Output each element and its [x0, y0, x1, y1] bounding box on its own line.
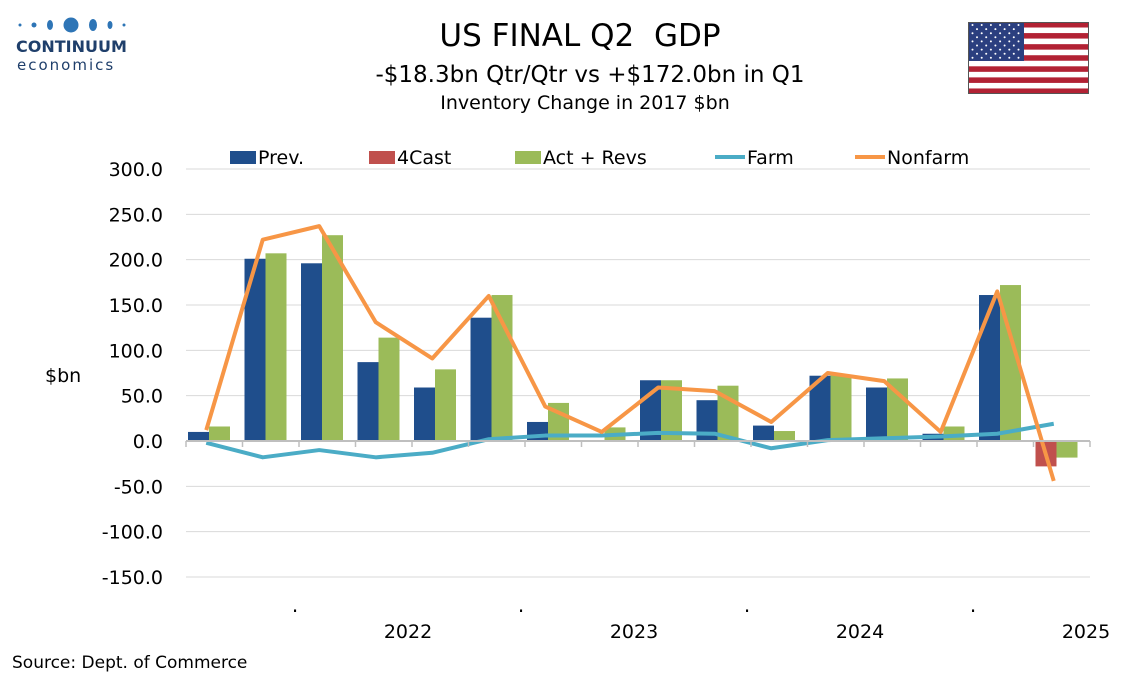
- legend-label: Farm: [747, 147, 794, 169]
- us-flag-icon: [968, 22, 1089, 94]
- y-tick-label: 300.0: [109, 159, 163, 181]
- bar-act-revs: [378, 337, 400, 441]
- x-tick-label: 2023: [610, 621, 658, 643]
- bar-prev: [753, 425, 774, 441]
- bar-act-revs: [830, 374, 852, 441]
- bar-prev: [357, 362, 379, 441]
- bar-prev: [979, 295, 1000, 441]
- legend-label: Nonfarm: [887, 147, 969, 169]
- bar-act-revs: [774, 431, 795, 441]
- y-axis-ticks: 300.0 250.0 200.0 150.0 100.0 50.0 0.0 -50.0 -10…: [102, 159, 163, 589]
- bar-act-revs: [491, 295, 513, 441]
- chart-subtitle-2: Inventory Change in 2017 $bn: [440, 92, 730, 114]
- legend-label: Act + Revs: [543, 147, 647, 169]
- y-tick-label: 0.0: [133, 431, 163, 453]
- source-note: Source: Dept. of Commerce: [12, 653, 248, 673]
- bar-prev: [866, 387, 887, 441]
- legend: Prev. 4Cast Act + Revs Farm Nonfarm: [230, 147, 969, 169]
- x-tick-label: .: [518, 593, 524, 617]
- legend-swatch: [369, 151, 395, 164]
- x-tick-label: .: [970, 593, 976, 617]
- bar-prev: [470, 317, 492, 441]
- bar-act-revs: [322, 235, 343, 441]
- bar-prev: [414, 387, 435, 441]
- bar-act-revs: [887, 378, 908, 441]
- bar-prev: [809, 375, 831, 441]
- bar-act-revs: [435, 369, 456, 441]
- bar-prev: [301, 263, 322, 441]
- chart-title: US FINAL Q2 GDP: [439, 18, 721, 54]
- bar-act-revs: [661, 380, 682, 441]
- bar-act-revs: [548, 402, 569, 441]
- logo-name: CONTINUUM: [16, 37, 127, 56]
- legend-swatch: [515, 151, 541, 164]
- bar-prev: [244, 258, 266, 441]
- y-tick-label: 250.0: [109, 204, 163, 226]
- y-tick-label: -100.0: [102, 522, 163, 544]
- x-tick-label: 2024: [836, 621, 884, 643]
- y-tick-label: 100.0: [109, 340, 163, 362]
- logo: CONTINUUM economics: [12, 14, 137, 74]
- bar-prev: [188, 431, 209, 441]
- x-tick-label: 2025: [1062, 621, 1110, 643]
- bar-act-revs: [1056, 441, 1078, 458]
- y-tick-label: 150.0: [109, 295, 163, 317]
- logo-dots-icon: [18, 17, 126, 33]
- y-tick-label: -150.0: [102, 567, 163, 589]
- legend-label: Prev.: [258, 147, 304, 169]
- legend-swatch: [230, 151, 256, 164]
- x-axis-labels: . 2022. 2023. 2024. 2025: [292, 593, 1110, 643]
- chart-subtitle: -$18.3bn Qtr/Qtr vs +$172.0bn in Q1: [375, 62, 805, 88]
- bar-act-revs: [265, 253, 287, 441]
- x-tick-label: .: [744, 593, 750, 617]
- bar-prev: [696, 400, 718, 441]
- y-axis-label: $bn: [45, 365, 81, 387]
- logo-subtitle: economics: [17, 56, 116, 74]
- x-tick-label: .: [292, 593, 298, 617]
- legend-label: 4Cast: [397, 147, 451, 169]
- lines: [204, 224, 1056, 482]
- line-farm: [205, 421, 1055, 460]
- x-axis: [185, 440, 1091, 447]
- y-tick-label: 50.0: [121, 386, 163, 408]
- x-tick-label: 2022: [384, 621, 432, 643]
- y-tick-label: -50.0: [114, 476, 163, 498]
- y-tick-label: 200.0: [109, 250, 163, 272]
- bar-act-revs: [209, 426, 230, 441]
- line-nonfarm: [204, 224, 1056, 482]
